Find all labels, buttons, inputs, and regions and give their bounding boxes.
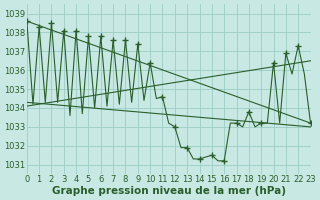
X-axis label: Graphe pression niveau de la mer (hPa): Graphe pression niveau de la mer (hPa) [52,186,286,196]
